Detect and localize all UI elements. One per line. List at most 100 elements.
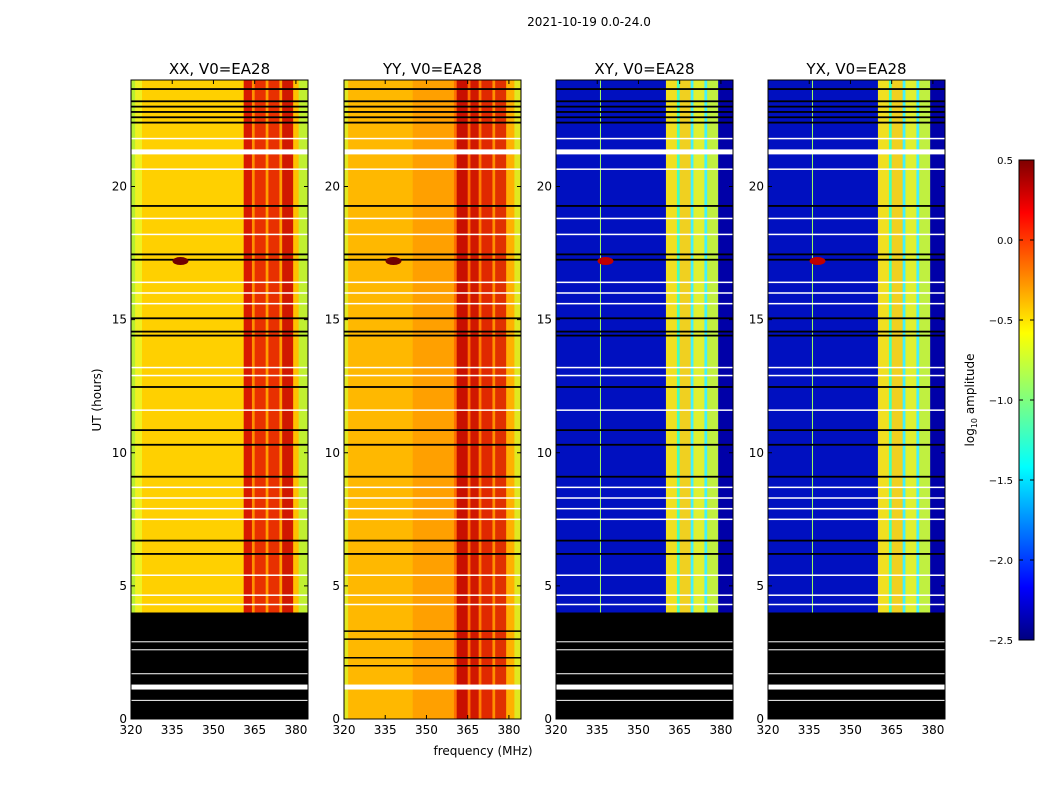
flagged-row-white <box>768 366 945 369</box>
flagged-row-white <box>344 217 521 220</box>
flagged-row-black <box>768 205 945 207</box>
flagged-row-white <box>768 486 945 489</box>
flagged-row-white <box>344 168 521 170</box>
freq-band <box>478 80 482 719</box>
flagged-row-black <box>556 334 733 337</box>
freq-band <box>930 80 946 719</box>
colorbar-label-main: log <box>963 428 977 446</box>
flagged-row-black <box>768 429 945 432</box>
flagged-row-white <box>131 374 308 377</box>
figure-title: 2021-10-19 0.0-24.0 <box>527 15 651 29</box>
freq-band <box>412 80 455 719</box>
freq-band <box>243 80 253 719</box>
flagged-row-black <box>344 258 521 261</box>
flagged-row-black <box>768 88 945 90</box>
flagged-row-black <box>556 553 733 555</box>
flagged-row-black <box>344 111 521 113</box>
flagged-row-black <box>768 105 945 108</box>
x-tick-label: 350 <box>839 723 862 737</box>
y-tick-label: 5 <box>544 579 552 593</box>
y-tick-label: 15 <box>537 313 552 327</box>
flagged-row-white <box>768 281 945 284</box>
flagged-row-black <box>556 258 733 261</box>
flagged-row-black <box>556 205 733 207</box>
flagged-row-white <box>556 374 733 377</box>
flagged-row-white <box>131 507 308 510</box>
flagged-row-white <box>556 684 733 690</box>
flagged-row-white <box>768 574 945 576</box>
flagged-row-white <box>768 603 945 606</box>
x-tick-label: 365 <box>668 723 691 737</box>
flagged-row-black <box>131 205 308 207</box>
flagged-row-white <box>131 409 308 411</box>
flagged-row-white <box>344 292 521 294</box>
flagged-row-white <box>344 497 521 499</box>
flagged-row-black <box>131 317 308 320</box>
flagged-row-black <box>344 553 521 555</box>
y-tick-label: 5 <box>119 579 127 593</box>
freq-band <box>293 80 300 719</box>
flagged-row-white <box>556 366 733 369</box>
colorbar-tick-label: −0.5 <box>989 316 1013 327</box>
freq-band <box>902 80 906 719</box>
flagged-row-black <box>768 253 945 256</box>
x-tick-label: 380 <box>709 723 732 737</box>
flagged-row-white <box>344 233 521 236</box>
flagged-row-white <box>131 137 308 140</box>
flagged-row-black <box>131 100 308 103</box>
flagged-row-black <box>556 475 733 478</box>
flagged-row-black <box>344 429 521 432</box>
flagged-row-black <box>556 386 733 388</box>
flagged-row-black <box>131 475 308 478</box>
x-tick-label: 320 <box>545 723 568 737</box>
panel-title: YX, V0=EA28 <box>805 60 906 78</box>
y-tick-label: 15 <box>749 313 764 327</box>
rfi-spot <box>597 257 614 266</box>
colorbar-label-rest: amplitude <box>963 354 977 418</box>
y-tick-label: 10 <box>749 446 764 460</box>
flagged-block <box>768 612 945 719</box>
freq-band <box>665 80 678 719</box>
rfi-vline <box>599 80 601 613</box>
freq-band <box>254 80 267 719</box>
colorbar-tick-label: −2.5 <box>989 636 1013 647</box>
colorbar-tick-label: −2.0 <box>989 556 1013 567</box>
flagged-row-white <box>768 684 945 690</box>
freq-band <box>131 80 136 719</box>
flagged-row-white <box>556 649 733 651</box>
flagged-row-white <box>556 149 733 155</box>
flagged-row-white <box>344 486 521 489</box>
flagged-row-white <box>131 518 308 521</box>
flagged-row-black <box>768 258 945 261</box>
x-tick-label: 350 <box>202 723 225 737</box>
x-tick-label: 365 <box>243 723 266 737</box>
flagged-row-black <box>131 105 308 108</box>
flagged-row-white <box>768 302 945 305</box>
flagged-row-black <box>556 443 733 446</box>
flagged-row-white <box>344 374 521 377</box>
flagged-row-white <box>768 673 945 675</box>
freq-band <box>514 80 522 719</box>
panel-2: XY, V0=EA28 320 335 350 365 380 0 5 10 15 20 <box>537 60 734 737</box>
flagged-row-black <box>131 386 308 388</box>
colorbar-label: log10 amplitude <box>963 354 979 447</box>
flagged-row-white <box>556 292 733 294</box>
flagged-row-black <box>344 539 521 542</box>
flagged-row-white <box>131 486 308 489</box>
flagged-row-white <box>768 507 945 510</box>
y-tick-label: 10 <box>112 446 127 460</box>
flagged-row-white <box>556 699 733 701</box>
flagged-row-white <box>768 649 945 651</box>
freq-band <box>279 80 283 719</box>
flagged-row-white <box>131 684 308 690</box>
x-tick-label: 380 <box>497 723 520 737</box>
freq-band <box>135 80 143 719</box>
flagged-row-white <box>556 603 733 606</box>
flagged-row-black <box>344 330 521 333</box>
rfi-vline <box>811 80 813 613</box>
flagged-row-white <box>768 518 945 521</box>
flagged-row-black <box>131 429 308 432</box>
flagged-row-white <box>556 302 733 305</box>
y-tick-label: 20 <box>325 180 340 194</box>
